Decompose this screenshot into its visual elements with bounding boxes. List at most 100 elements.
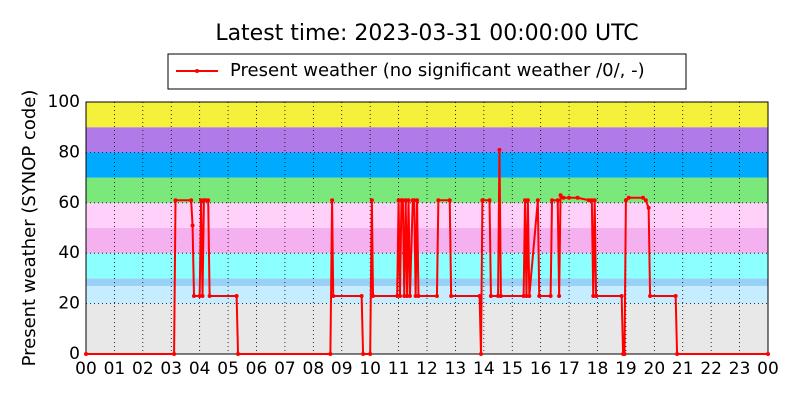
x-tick-label: 10: [359, 359, 381, 379]
data-point: [496, 294, 501, 299]
data-point: [555, 198, 560, 203]
x-tick-label: 21: [672, 359, 694, 379]
data-point: [524, 294, 529, 299]
x-tick-label: 06: [246, 359, 268, 379]
x-tick-label: 09: [331, 359, 353, 379]
data-point: [369, 198, 374, 203]
data-point: [402, 294, 407, 299]
data-point: [407, 294, 412, 299]
x-tick-label: 14: [473, 359, 495, 379]
x-tick-label: 08: [303, 359, 325, 379]
data-point: [84, 352, 88, 356]
x-tick-label: 12: [416, 359, 438, 379]
x-tick-label: 19: [615, 359, 637, 379]
x-tick-label: 23: [729, 359, 751, 379]
data-point: [488, 294, 493, 299]
x-tick-label: 01: [104, 359, 126, 379]
y-tick-label: 60: [58, 193, 80, 213]
data-point: [487, 198, 492, 203]
data-point: [623, 198, 628, 203]
data-point: [191, 294, 196, 299]
data-point: [550, 198, 555, 203]
x-tick-label: 15: [501, 359, 523, 379]
data-point: [400, 198, 405, 203]
x-tick-label: 00: [757, 359, 779, 379]
data-point: [199, 198, 204, 203]
data-point: [189, 198, 194, 203]
x-tick-label: 03: [160, 359, 182, 379]
data-point: [361, 352, 366, 356]
data-point: [197, 294, 202, 299]
data-point: [643, 198, 648, 203]
y-tick-label: 100: [48, 92, 80, 112]
y-axis-label: Present weather (SYNOP code): [19, 90, 40, 367]
chart-title: Latest time: 2023-03-31 00:00:00 UTC: [215, 21, 638, 46]
data-point: [173, 198, 178, 203]
x-tick-label: 22: [700, 359, 722, 379]
data-point: [328, 352, 333, 356]
data-point: [371, 294, 376, 299]
x-tick-label: 13: [445, 359, 467, 379]
data-point: [548, 294, 553, 299]
x-tick-label: 07: [274, 359, 296, 379]
data-point: [673, 294, 678, 299]
data-point: [640, 195, 645, 200]
data-point: [591, 294, 596, 299]
data-point: [497, 147, 502, 152]
y-tick-label: 40: [58, 243, 80, 263]
data-point: [368, 352, 373, 356]
data-point: [537, 294, 542, 299]
data-point: [434, 294, 439, 299]
data-point: [436, 198, 441, 203]
band: [86, 303, 768, 354]
data-point: [416, 294, 421, 299]
band: [86, 152, 768, 178]
data-point: [236, 352, 241, 356]
data-point: [478, 352, 483, 356]
y-tick-label: 0: [69, 344, 80, 364]
data-point: [646, 205, 651, 210]
data-point: [622, 352, 627, 356]
data-point: [527, 294, 532, 299]
data-point: [207, 294, 212, 299]
x-tick-label: 04: [189, 359, 211, 379]
data-point: [558, 193, 563, 198]
data-point: [535, 198, 540, 203]
data-point: [396, 198, 401, 203]
x-tick-label: 11: [388, 359, 410, 379]
x-tick-label: 02: [132, 359, 154, 379]
data-point: [594, 294, 599, 299]
data-point: [619, 294, 624, 299]
data-point: [449, 294, 454, 299]
data-point: [521, 294, 526, 299]
x-tick-label: 17: [558, 359, 580, 379]
y-tick-label: 80: [58, 142, 80, 162]
data-line: [86, 149, 768, 355]
band: [86, 127, 768, 153]
x-tick-label: 05: [217, 359, 239, 379]
data-point: [412, 198, 417, 203]
data-point: [413, 294, 418, 299]
data-point: [403, 198, 408, 203]
data-point: [575, 195, 580, 200]
legend-marker: [195, 69, 199, 73]
data-point: [190, 223, 195, 228]
legend-box: [167, 53, 687, 90]
legend-label: Present weather (no significant weather …: [230, 60, 645, 81]
data-point: [330, 198, 335, 203]
data-point: [766, 352, 770, 356]
data-point: [626, 195, 631, 200]
data-point: [203, 198, 208, 203]
x-tick-label: 00: [75, 359, 97, 379]
data-point: [405, 294, 410, 299]
data-point: [586, 198, 591, 203]
plot-frame: [85, 101, 769, 355]
data-point: [557, 294, 562, 299]
data-point: [480, 198, 485, 203]
data-point: [675, 352, 680, 356]
x-tick-label: 16: [530, 359, 552, 379]
data-point: [359, 294, 364, 299]
data-point: [498, 294, 503, 299]
data-point: [567, 195, 572, 200]
